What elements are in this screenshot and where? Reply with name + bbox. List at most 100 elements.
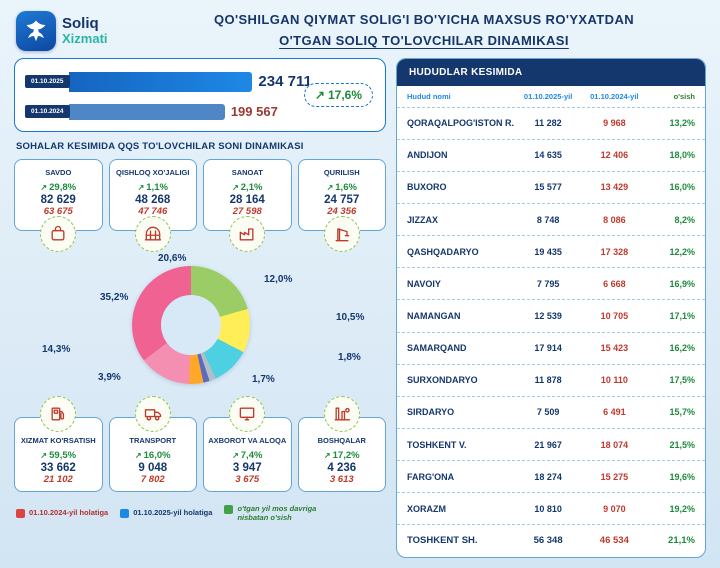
region-2024: 6 491 [603,407,626,418]
share-label-savdo: 35,2% [100,291,129,303]
sector-value-2024: 7 802 [140,473,165,485]
table-row: QORAQALPOG'ISTON R. 11 282 9 968 13,2% [397,108,705,140]
region-2024: 46 534 [599,535,629,547]
region-2025: 11 282 [534,118,562,129]
bar-label-2024: 01.10.2024 [25,105,70,119]
column-header: 01.10.2024-yil [590,91,639,101]
growth-arrow-icon: ↗ [40,182,48,192]
growth-arrow-icon: ↗ [232,450,239,460]
bar-value-2024: 199 567 [230,104,278,120]
sector-value-2025: 48 268 [135,193,171,206]
table-row: FARG'ONA 18 274 15 275 19,6% [397,461,705,494]
region-2025: 18 274 [534,471,562,482]
region-growth: 17,5% [669,375,695,386]
table-row: QASHQADARYO 19 435 17 328 12,2% [397,236,705,269]
legend: 01.10.2024-yil holatiga 01.10.2025-yil h… [14,504,386,522]
page-title: QO'SHILGAN QIYMAT SOLIG'I BO'YICHA MAXSU… [144,10,704,52]
sector-label: SAVDO [45,167,72,177]
growth-arrow-icon: ↗ [314,87,325,102]
column-header: Hudud nomi [407,91,451,101]
bar-2024 [68,103,225,120]
header: Soliq Xizmati QO'SHILGAN QIYMAT SOLIG'I … [14,8,706,58]
table-row-total: TOSHKENT SH. 56 348 46 534 21,1% [397,525,705,556]
table-row: XORAZM 10 810 9 070 19,2% [397,493,705,526]
region-2024: 18 074 [600,439,629,450]
sector-label: TRANSPORT [129,435,177,445]
logo-text: Soliq Xizmati [62,16,108,45]
sector-growth: ↗ 29,8% [40,181,77,193]
sector-growth: ↗ 7,4% [232,449,263,461]
table-row: NAMANGAN 12 539 10 705 17,1% [397,300,705,333]
region-2024: 15 275 [600,471,629,482]
legend-label: o'tgan yil mos davriga nisbatan o'sish [237,503,317,522]
region-2025: 19 435 [534,246,562,257]
sector-card-transport: TRANSPORT ↗ 16,0% 9 048 7 802 [108,395,197,492]
sector-label: QISHLOQ XO'JALIGI [116,167,190,177]
share-label-axborot: 1,7% [252,373,275,385]
bar-track-2025: 234 711 [68,71,375,92]
crane-icon [323,215,360,252]
region-name: NAMANGAN [407,311,461,321]
region-growth: 15,7% [669,407,695,418]
region-growth: 19,2% [669,503,695,514]
sector-card-xizmat: XIZMAT KO'RSATISH ↗ 59,5% 33 662 21 102 [14,395,103,492]
sector-label: AXBOROT VA ALOQA [208,435,287,445]
sectors-donut-chart: 20,6% 12,0% 10,5% 1,8% 1,7% 3,9% 14,3% 3… [14,253,386,396]
logo-title: Soliq [62,15,99,33]
table-row: ANDIJON 14 635 12 406 18,0% [397,140,705,172]
sector-growth: ↗ 2,1% [232,181,263,193]
region-2025: 56 348 [533,535,563,547]
region-growth: 8,2% [674,214,695,225]
region-2025: 21 967 [534,439,562,450]
growth-arrow-icon: ↗ [323,450,331,460]
sectors-section-title: SOHALAR KESIMIDA QQS TO'LOVCHILAR SONI D… [16,140,304,152]
total-growth-value: 17,6% [327,87,362,102]
region-name: TOSHKENT SH. [407,535,478,547]
sector-growth: ↗ 1,6% [326,181,357,193]
legend-item-2025: 01.10.2025-yil holatiga [120,508,212,518]
region-name: XORAZM [407,503,446,514]
legend-swatch-green [224,504,234,514]
legend-swatch-blue [120,508,130,518]
industry-icon [323,395,360,432]
bar-label-2025: 01.10.2025 [25,75,70,89]
table-row: SIRDARYO 7 509 6 491 15,7% [397,397,705,429]
region-growth: 17,1% [669,311,695,321]
table-row: SURXONDARYO 11 878 10 110 17,5% [397,365,705,397]
donut-hole [161,294,221,355]
region-growth: 19,6% [669,471,695,482]
region-2024: 12 406 [600,150,629,161]
total-growth-badge: ↗ 17,6% [303,82,373,107]
region-growth: 16,2% [669,343,695,354]
right-column: HUDUDLAR KESIMIDA Hudud nomi 01.10.2025-… [396,57,706,558]
bar-value-2025: 234 711 [258,73,312,91]
growth-arrow-icon: ↗ [326,182,334,192]
sector-value-2024: 3 675 [235,473,260,485]
share-label-qurilish: 10,5% [336,311,365,323]
region-name: QASHQADARYO [407,246,479,257]
sector-box: TRANSPORT ↗ 16,0% 9 048 7 802 [108,416,197,492]
bar-2025 [68,71,253,92]
sector-card-qishloq: QISHLOQ XO'JALIGI ↗ 1,1% 48 268 47 746 [108,158,197,252]
sector-label: BOSHQALAR [317,435,366,445]
sector-value-2025: 9 048 [138,461,168,474]
region-name: JIZZAX [407,214,439,225]
sector-value-2025: 24 757 [324,193,360,206]
regions-table: HUDUDLAR KESIMIDA Hudud nomi 01.10.2025-… [396,57,706,558]
sector-label: SANOAT [231,167,263,177]
sector-value-2024: 27 598 [232,205,262,217]
region-name: TOSHKENT V. [407,439,467,450]
sector-card-qurilish: QURILISH ↗ 1,6% 24 757 24 356 [297,158,386,252]
fuel-pump-icon [40,395,77,432]
sector-value-2024: 24 356 [327,205,357,217]
region-2025: 7 509 [536,407,560,418]
region-name: BUXORO [407,182,447,193]
growth-arrow-icon: ↗ [134,450,142,460]
region-growth: 16,0% [669,182,695,193]
region-2024: 10 705 [600,311,629,321]
logo: Soliq Xizmati [16,10,134,51]
truck-icon [134,395,171,432]
region-2025: 11 878 [534,375,562,386]
region-name: QORAQALPOG'ISTON R. [407,118,514,129]
sector-label: QURILISH [323,167,360,177]
